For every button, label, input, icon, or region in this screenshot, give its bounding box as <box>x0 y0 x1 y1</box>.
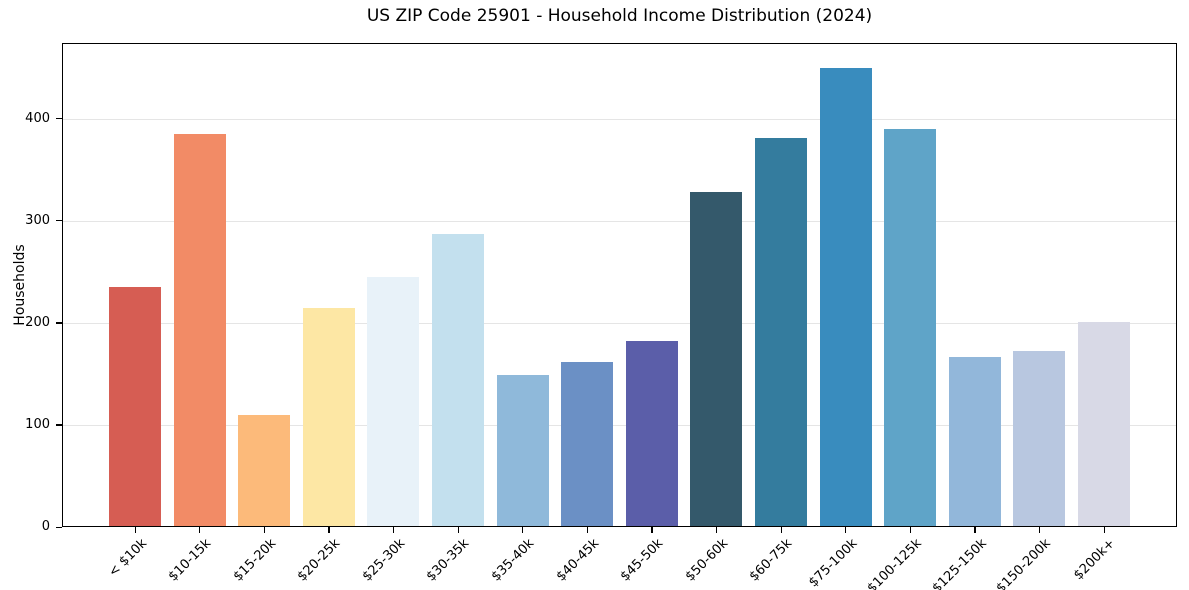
plot-frame <box>62 43 1177 527</box>
x-tick-mark <box>780 527 782 533</box>
x-tick-mark <box>457 527 459 533</box>
x-tick-mark <box>586 527 588 533</box>
y-tick-label: 200 <box>25 314 50 330</box>
chart-title: US ZIP Code 25901 - Household Income Dis… <box>366 6 873 26</box>
bar <box>302 308 355 527</box>
bar <box>690 192 743 527</box>
x-tick-label: $10-15k <box>165 536 215 585</box>
x-tick-mark <box>1038 527 1041 533</box>
bar <box>625 341 678 527</box>
x-tick-label: $75-100k <box>805 536 861 590</box>
y-tick-label: 0 <box>41 519 50 534</box>
x-tick-label: $150-200k <box>993 536 1055 590</box>
y-tick-mark <box>56 526 62 528</box>
x-tick-mark <box>522 527 524 533</box>
x-tick-mark <box>909 527 911 533</box>
y-gridline <box>62 322 1177 324</box>
x-tick-label: $200k+ <box>1071 536 1119 584</box>
x-tick-mark <box>328 527 330 533</box>
bar <box>432 233 484 527</box>
bar <box>755 137 807 527</box>
y-gridline <box>62 424 1177 426</box>
y-tick-mark <box>56 118 62 120</box>
x-tick-label: $15-20k <box>230 536 279 585</box>
y-gridline <box>62 220 1177 222</box>
x-tick-label: < $10k <box>105 536 150 581</box>
x-tick-label: $125-150k <box>929 536 990 590</box>
x-tick-label: $25-30k <box>359 536 409 585</box>
x-tick-mark <box>134 527 136 533</box>
x-tick-mark <box>845 527 847 533</box>
y-tick-label: 400 <box>25 110 50 126</box>
bar <box>884 128 937 527</box>
y-tick-mark <box>56 322 62 324</box>
x-tick-label: $100-125k <box>864 536 925 590</box>
bar <box>1013 351 1066 527</box>
x-tick-label: $40-45k <box>553 536 602 585</box>
y-gridline <box>62 118 1177 120</box>
bar <box>173 133 226 527</box>
bar <box>367 276 420 527</box>
plot-area <box>62 43 1177 527</box>
y-tick-mark <box>56 424 62 426</box>
y-tick-label: 300 <box>25 212 50 228</box>
x-tick-mark <box>263 527 265 533</box>
x-tick-mark <box>651 527 653 533</box>
x-tick-mark <box>974 527 976 533</box>
x-tick-label: $20-25k <box>294 536 344 585</box>
bar <box>238 414 291 527</box>
x-tick-mark <box>715 527 718 533</box>
bar <box>561 361 614 527</box>
x-tick-label: $45-50k <box>617 536 667 585</box>
x-tick-label: $30-35k <box>424 536 473 585</box>
bar <box>109 287 161 527</box>
x-tick-label: $35-40k <box>488 536 538 585</box>
y-tick-label: 100 <box>25 416 50 432</box>
x-tick-label: $50-60k <box>682 536 732 585</box>
x-tick-mark <box>199 527 201 533</box>
bar <box>948 357 1001 527</box>
x-tick-mark <box>392 527 395 533</box>
y-tick-mark <box>56 220 62 222</box>
x-tick-label: $60-75k <box>747 536 796 585</box>
bar <box>819 67 872 527</box>
x-tick-mark <box>1103 527 1105 533</box>
bar <box>496 374 549 527</box>
bar <box>1078 321 1130 527</box>
